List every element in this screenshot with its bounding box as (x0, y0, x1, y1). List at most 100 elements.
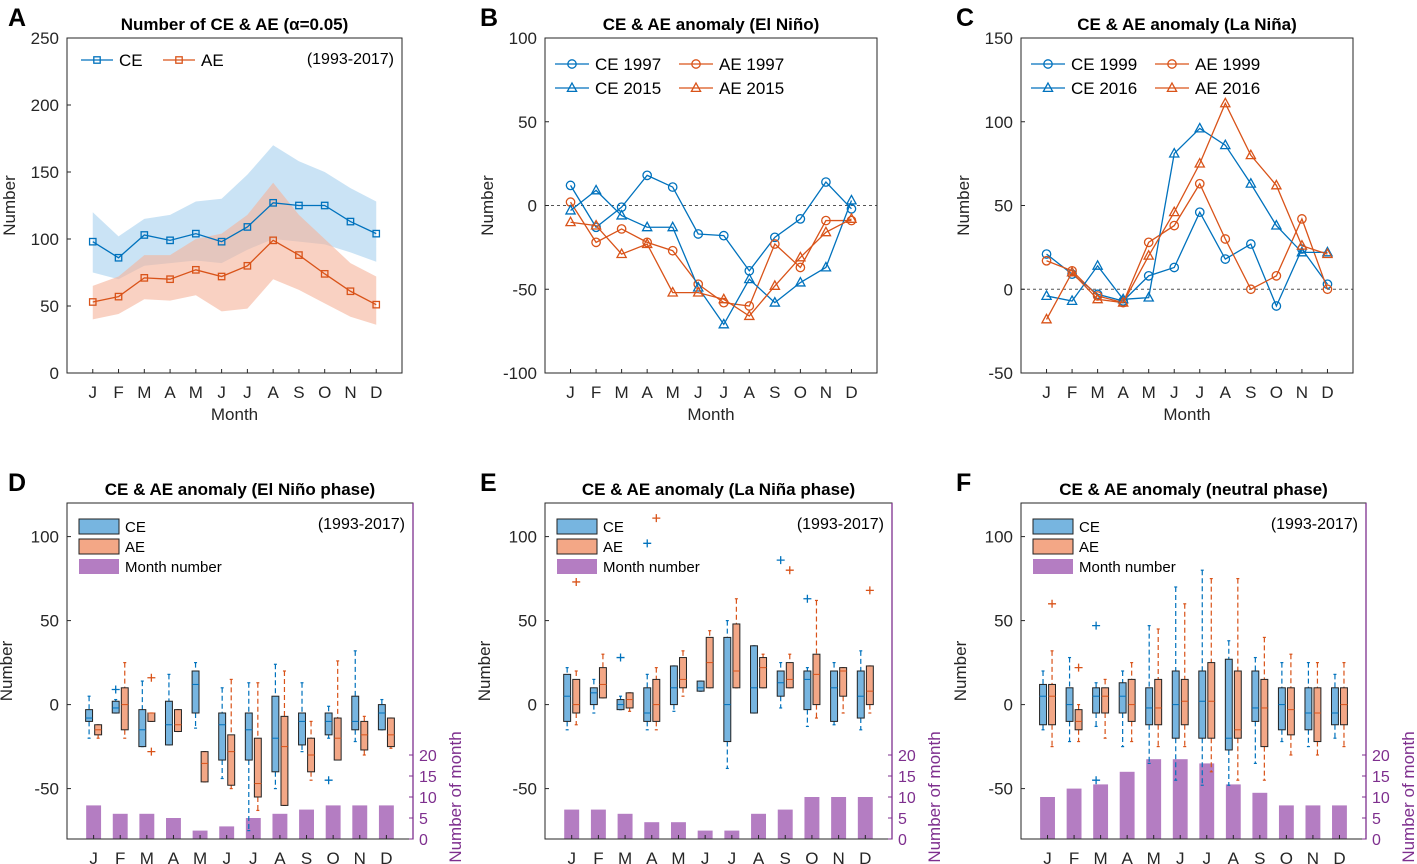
data-point (166, 236, 174, 245)
data-point (114, 292, 123, 301)
y-axis-label: Number (475, 640, 494, 701)
x-tick-label: A (1121, 849, 1133, 864)
data-point (140, 274, 149, 282)
box-ae (120, 687, 129, 731)
right-y-tick-label: 20 (1372, 748, 1390, 765)
data-point (1245, 177, 1257, 188)
data-point (1168, 205, 1180, 217)
legend-label: CE (125, 519, 146, 536)
data-point (88, 237, 97, 246)
y-tick-label: 100 (509, 528, 537, 547)
x-tick-label: M (615, 383, 629, 402)
panel-letter: F (956, 469, 971, 497)
month-count-bar (272, 813, 288, 839)
x-tick-label: M (618, 849, 632, 864)
data-point (1321, 246, 1334, 257)
month-count-bar (617, 813, 633, 839)
x-axis-label: Month (211, 405, 258, 424)
y-tick-label: 0 (528, 696, 537, 715)
box-ce (351, 695, 360, 731)
y-tick-label: 0 (50, 364, 59, 383)
month-count-bar (166, 818, 181, 839)
outlier-mark (111, 685, 120, 694)
x-tick-label: O (318, 383, 331, 402)
legend-marker (1167, 59, 1177, 69)
legend: CE AE (81, 51, 224, 70)
x-tick-label: N (354, 849, 366, 864)
data-point (1321, 247, 1334, 259)
legend-swatch (557, 559, 597, 574)
data-point (1194, 122, 1206, 133)
x-tick-label: M (1094, 849, 1108, 864)
data-point (1220, 234, 1231, 244)
month-count-bar (590, 809, 606, 839)
month-count-bar (192, 830, 208, 839)
month-count-bar (804, 797, 820, 839)
box-ae (625, 692, 634, 709)
box-ae (679, 657, 687, 689)
y-tick-label: -50 (988, 780, 1013, 799)
data-point (820, 225, 832, 237)
legend-label: Month number (1079, 559, 1176, 576)
month-count-bar (1093, 784, 1109, 839)
legend-swatch (78, 518, 120, 535)
box-ae (1101, 687, 1110, 714)
y-tick-label: 0 (1004, 696, 1013, 715)
box-ae (1260, 678, 1269, 748)
x-tick-label: M (189, 383, 203, 402)
data-point (692, 281, 704, 292)
data-point (718, 318, 730, 329)
x-tick-label: J (1042, 383, 1051, 402)
x-tick-label: A (641, 383, 653, 402)
outlier-mark (1092, 776, 1101, 785)
series-line-ce (92, 202, 377, 259)
data-point (243, 261, 252, 270)
legend-swatch (556, 518, 598, 535)
month-count-bar (724, 830, 740, 839)
x-tick-label: J (222, 849, 231, 864)
x-tick-label: A (164, 383, 176, 402)
month-count-bar (1040, 797, 1055, 839)
right-y-tick-label: 15 (1372, 769, 1390, 786)
data-point (1220, 254, 1231, 264)
outlier-mark (652, 514, 661, 523)
data-point (1219, 96, 1232, 108)
right-y-tick-label: 10 (1372, 790, 1390, 807)
box-ae (1286, 687, 1295, 736)
x-tick-label: A (744, 383, 756, 402)
outlier-mark (1074, 663, 1083, 672)
month-count-bar (697, 830, 713, 839)
legend-swatch (79, 559, 119, 574)
data-point (217, 237, 226, 246)
x-tick-label: F (115, 849, 125, 864)
box-ae (812, 653, 821, 706)
y-axis-label: Number (478, 175, 497, 236)
data-point (743, 272, 756, 284)
box-ae (1233, 670, 1242, 739)
box-ce (85, 709, 94, 722)
data-point (114, 253, 123, 262)
box-ce (669, 665, 678, 706)
data-point (320, 201, 329, 210)
y-tick-label: 0 (528, 197, 537, 216)
right-y-tick-label: 15 (898, 769, 916, 786)
data-point (769, 279, 781, 290)
data-point (1245, 284, 1256, 295)
box-ae (1127, 678, 1136, 722)
month-count-bar (1199, 763, 1215, 839)
data-point (845, 212, 858, 223)
month-count-bar (1119, 771, 1135, 839)
box-ce (111, 700, 120, 714)
x-tick-label: J (217, 383, 226, 402)
data-point (1296, 246, 1308, 257)
data-point (616, 224, 627, 234)
legend-marker (690, 81, 702, 93)
x-tick-label: M (1147, 849, 1161, 864)
x-tick-label: A (274, 849, 286, 864)
y-tick-label: 50 (40, 612, 59, 631)
y-tick-label: 150 (985, 29, 1013, 48)
box-ae (572, 678, 581, 714)
data-point (718, 230, 729, 241)
box-ce (377, 704, 386, 731)
panel-letter: A (8, 4, 26, 32)
